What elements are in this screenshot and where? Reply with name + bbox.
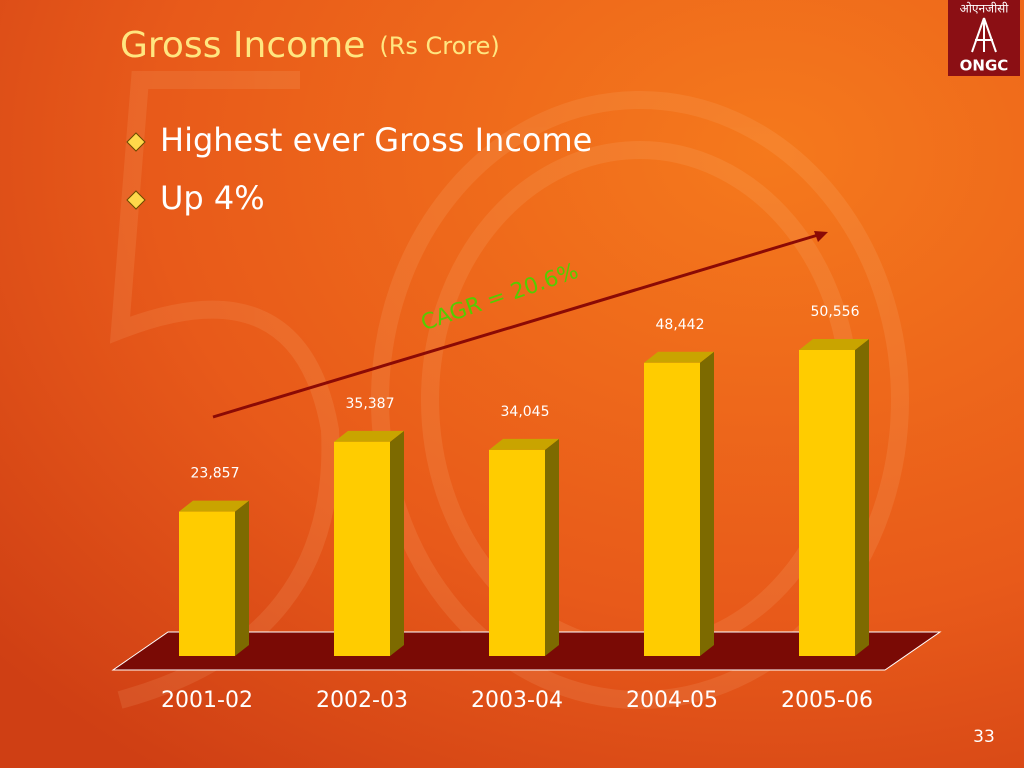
logo-icon [971,17,997,53]
bar [489,449,545,656]
bullet-text: Highest ever Gross Income [160,121,592,159]
bullet-text: Up 4% [160,179,265,217]
bar [179,511,235,656]
bullet-icon [126,132,146,152]
bar-side [545,438,559,656]
bar-top [334,430,404,442]
x-tick-label: 2004-05 [626,688,718,713]
arrow-head [814,231,828,242]
x-tick-label: 2005-06 [781,688,873,713]
bar [334,441,390,656]
value-label: 48,442 [656,317,705,333]
bar-top [179,500,249,512]
subtitle: (Rs Crore) [379,32,499,60]
logo-name: ONGC [960,57,1009,75]
page-number: 33 [973,727,995,747]
value-label: 35,387 [346,396,395,412]
bar [644,362,700,656]
value-label: 34,045 [501,404,550,420]
x-tick-label: 2003-04 [471,688,563,713]
chart-title: Gross Income (Rs Crore) [120,25,500,66]
bar-side [700,351,714,656]
bar-side [390,430,404,656]
title: Gross Income [120,25,365,66]
bar-side [855,339,869,656]
logo-text: ओएनजीसी [960,2,1010,16]
x-tick-label: 2001-02 [161,688,253,713]
bullet-icon [126,190,146,210]
bar-top [489,438,559,450]
value-label: 23,857 [191,466,240,482]
bar [799,350,855,656]
value-label: 50,556 [811,304,860,320]
bar-side [235,500,249,656]
bar-top [644,351,714,363]
x-tick-label: 2002-03 [316,688,408,713]
bar-top [799,339,869,350]
trend-arrow [212,233,819,419]
